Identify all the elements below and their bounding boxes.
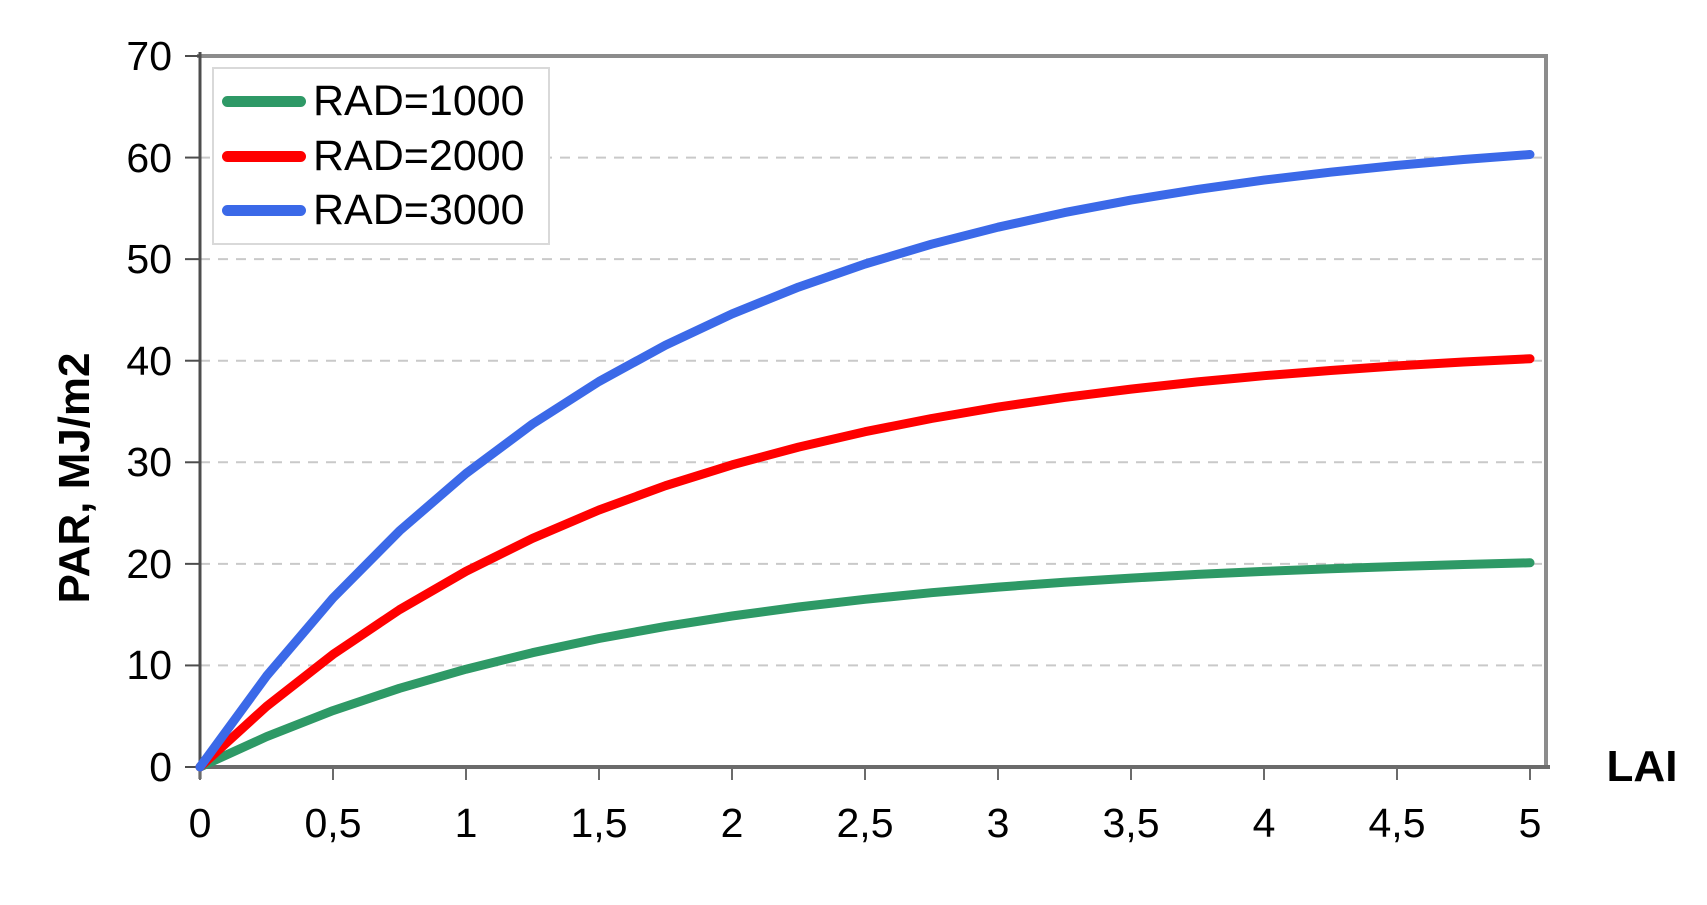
legend-label: RAD=1000 <box>313 77 525 126</box>
legend-item-rad-2000: RAD=2000 <box>222 131 548 180</box>
y-tick-label-30: 30 <box>126 439 172 486</box>
x-axis-title: LAI <box>1606 742 1678 791</box>
x-tick-label-4: 4 <box>1252 800 1276 846</box>
x-tick-label-1: 1 <box>454 800 478 846</box>
x-tick-label-4_5: 4,5 <box>1368 800 1426 846</box>
legend-label: RAD=2000 <box>313 131 525 180</box>
y-tick-label-70: 70 <box>126 33 172 79</box>
x-tick-label-1_5: 1,5 <box>570 800 628 846</box>
legend-line-swatch-icon <box>222 204 306 216</box>
legend-line-swatch-icon <box>222 96 306 108</box>
y-tick-label-40: 40 <box>126 337 172 384</box>
legend: RAD=1000 RAD=2000 RAD=3000 <box>212 67 550 245</box>
y-axis-title: PAR, MJ/m2 <box>50 352 99 604</box>
series-line-rad-2000 <box>195 354 1535 772</box>
x-tick-label-0: 0 <box>188 800 212 846</box>
x-tick-label-2_5: 2,5 <box>836 800 894 846</box>
legend-line-swatch-icon <box>222 150 306 162</box>
x-tick-label-3: 3 <box>986 800 1010 846</box>
legend-item-rad-3000: RAD=3000 <box>222 185 548 234</box>
y-tick-label-60: 60 <box>126 134 172 181</box>
series-line-rad-3000 <box>195 150 1535 772</box>
x-tick-label-3_5: 3,5 <box>1102 800 1160 846</box>
x-tick-label-5: 5 <box>1518 800 1542 846</box>
x-tick-label-0_5: 0,5 <box>304 800 362 846</box>
series-line-rad-1000 <box>195 558 1535 772</box>
y-tick-label-50: 50 <box>126 236 172 283</box>
x-tick-label-2: 2 <box>720 800 744 846</box>
legend-item-rad-1000: RAD=1000 <box>222 80 548 123</box>
legend-label: RAD=3000 <box>313 185 525 234</box>
y-tick-label-10: 10 <box>126 642 172 689</box>
y-tick-label-20: 20 <box>126 540 172 587</box>
y-tick-label-0: 0 <box>149 744 172 790</box>
